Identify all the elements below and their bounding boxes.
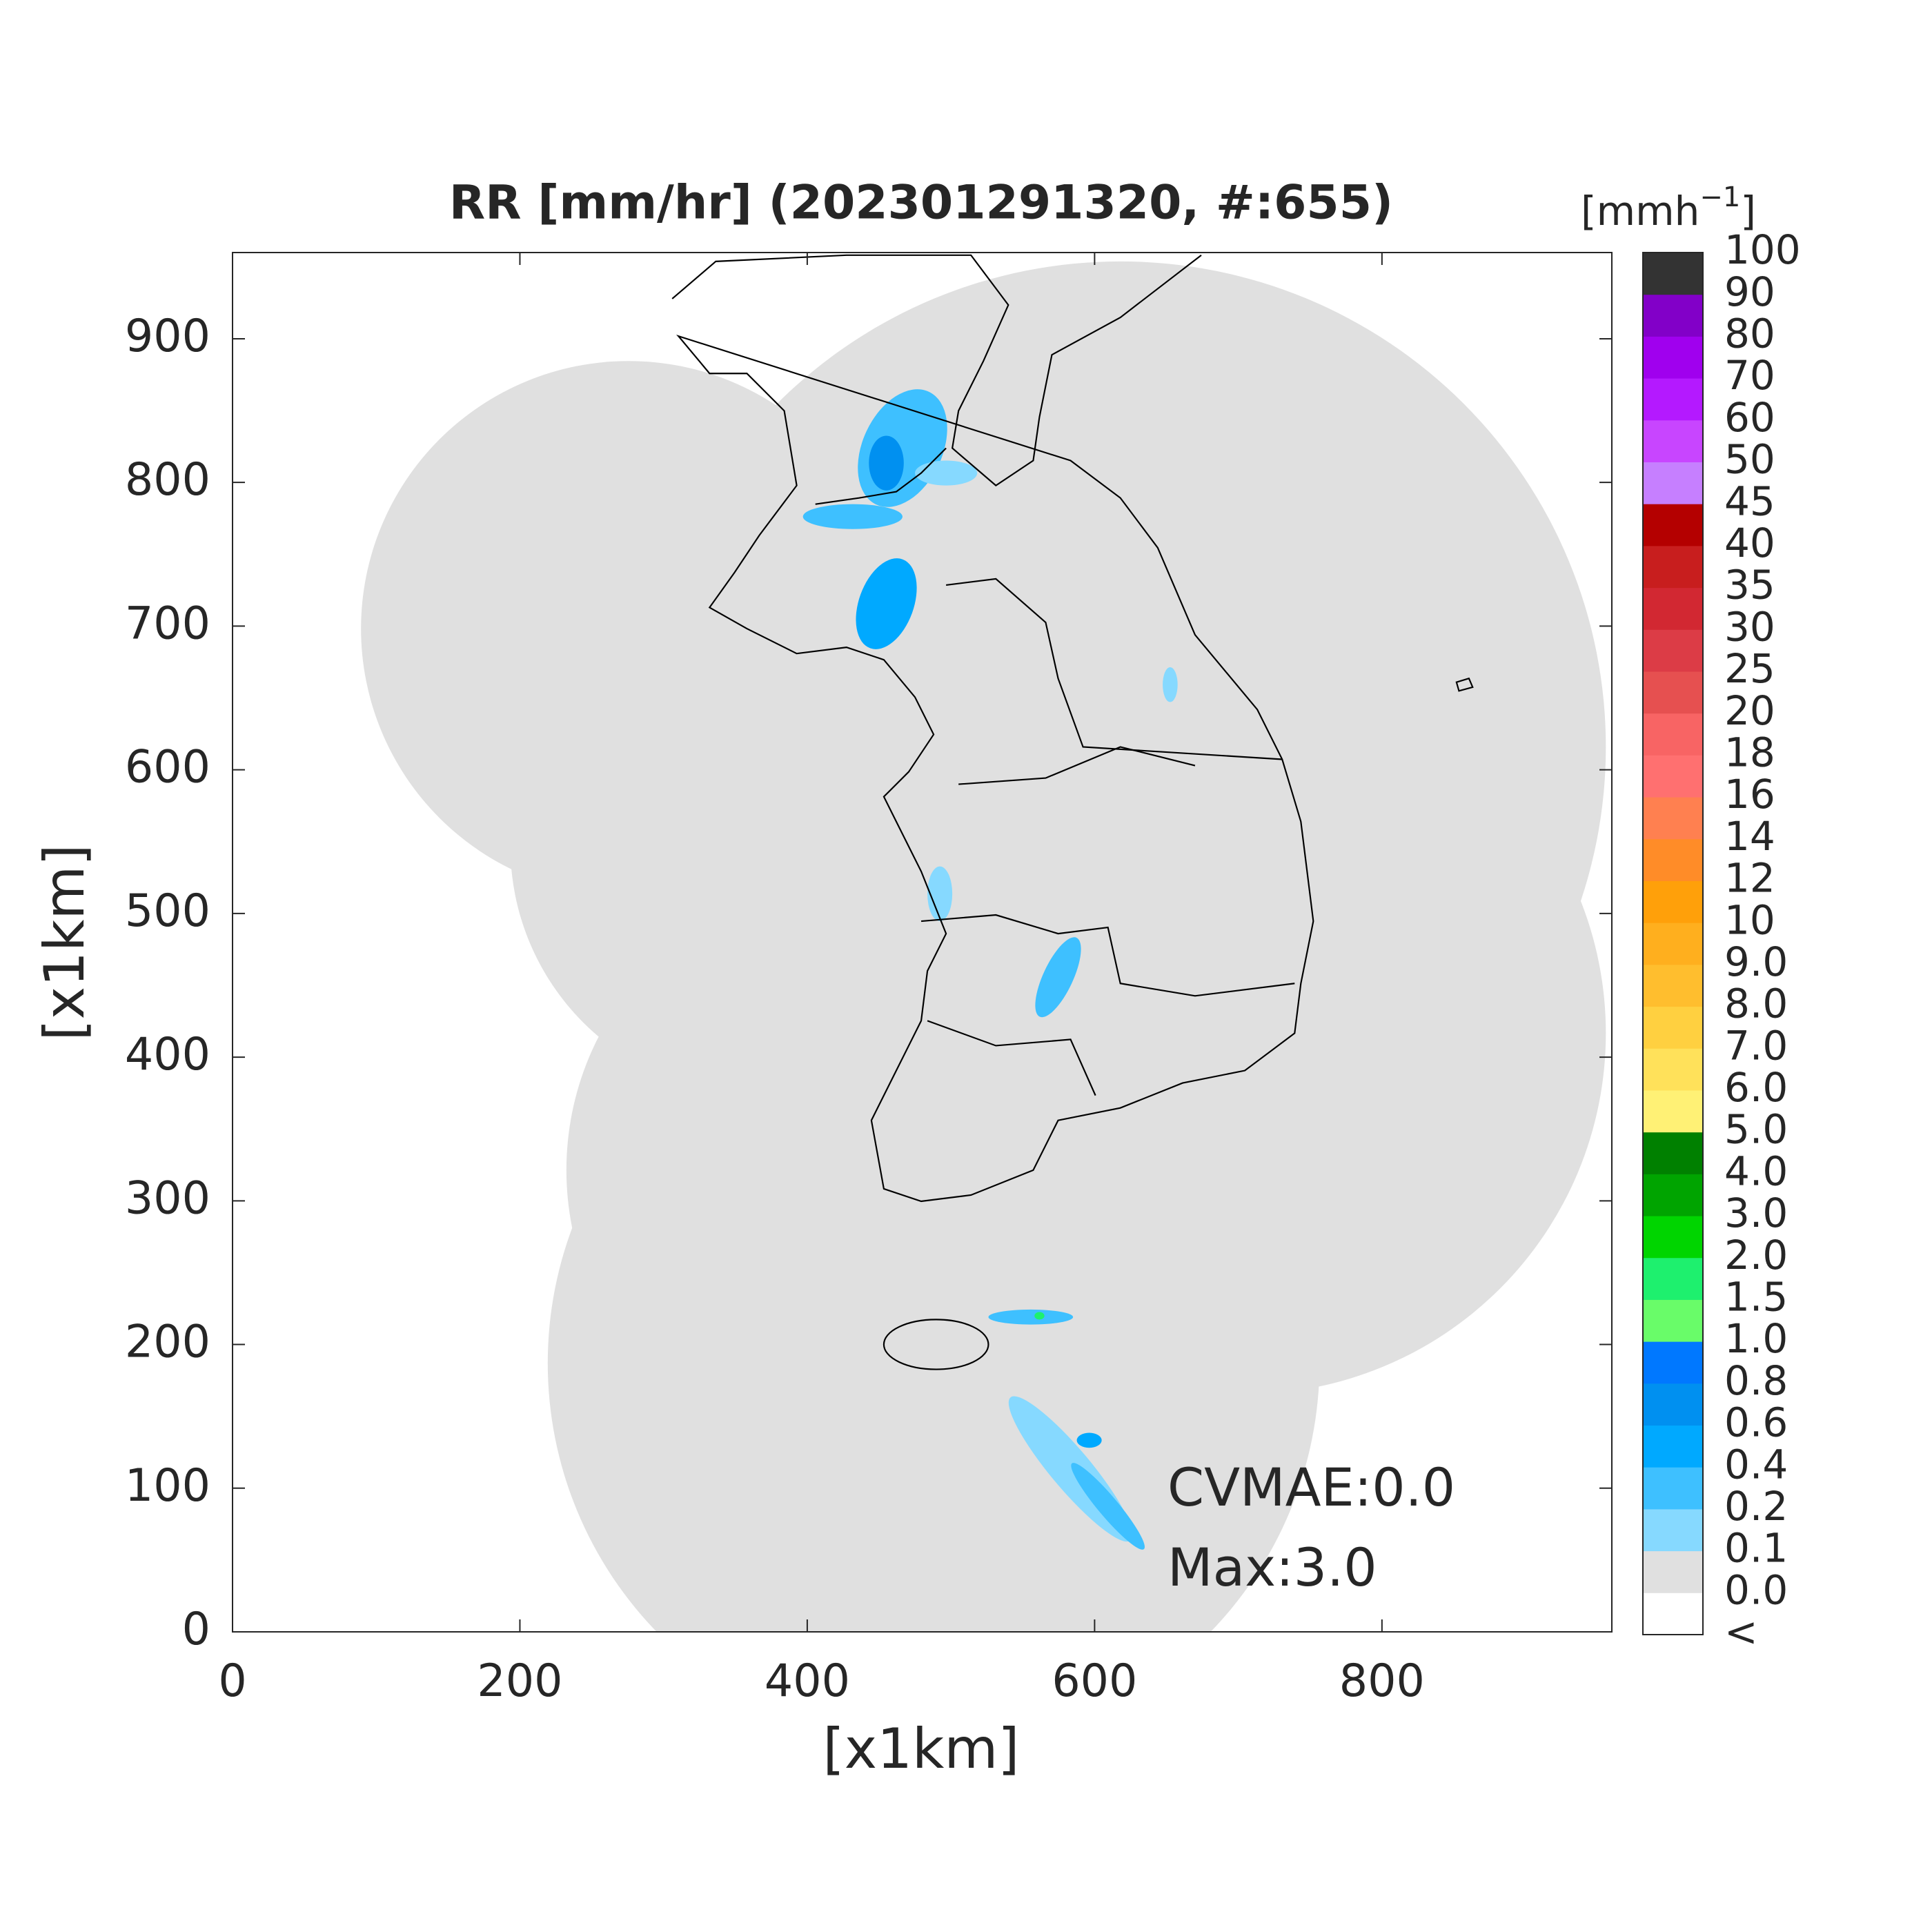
colorbar-segment [1643,336,1703,379]
colorbar-segment [1643,294,1703,337]
chart-title: RR [mm/hr] (202301291320, #:655) [449,176,1393,230]
x-tick-label: 800 [1339,1655,1425,1707]
colorbar-label: 1.5 [1724,1274,1788,1321]
colorbar-frame [1642,252,1704,1635]
plot-frame [232,252,1613,1633]
colorbar-segment [1643,1383,1703,1426]
y-tick-label: 300 [125,1172,210,1224]
colorbar-label: 70 [1724,352,1775,399]
colorbar-label: 20 [1724,687,1775,734]
colorbar-segment [1643,1132,1703,1174]
colorbar-segment [1643,1257,1703,1300]
y-tick-label: 200 [125,1317,210,1368]
colorbar-label: 0.0 [1724,1566,1788,1613]
colorbar-segment [1643,1216,1703,1259]
rain-echo [802,389,1178,1550]
colorbar-segment [1643,1299,1703,1342]
colorbar-label: 0.2 [1724,1483,1788,1530]
colorbar-label: 2.0 [1724,1232,1788,1279]
colorbar-segment [1643,1090,1703,1133]
x-axis-label: [x1km] [823,1717,1020,1781]
colorbar-segment [1643,1425,1703,1468]
colorbar-label: 100 [1724,226,1801,273]
colorbar-segment [1643,253,1703,295]
x-tick-label: 0 [218,1655,246,1707]
colorbar-label: 90 [1724,268,1775,315]
colorbar-label: 6.0 [1724,1064,1788,1111]
colorbar-segment [1643,880,1703,923]
colorbar-segment [1643,378,1703,421]
colorbar-label: 0.6 [1724,1399,1788,1446]
colorbar-label: 10 [1724,896,1775,943]
y-axis-label: [x1km] [32,845,97,1041]
y-tick-label: 600 [125,742,210,793]
colorbar-label: 14 [1724,813,1775,860]
unit-exponent: −1 [1699,181,1740,213]
colorbar-segment [1643,420,1703,462]
colorbar-label: 40 [1724,520,1775,566]
y-tick-label: 100 [125,1460,210,1512]
colorbar-label: 16 [1724,771,1775,818]
colorbar-label: 12 [1724,855,1775,902]
colorbar-label: 60 [1724,394,1775,441]
y-tick-label: 500 [125,885,210,937]
y-tick-label: 800 [125,454,210,506]
colorbar-segment [1643,1174,1703,1216]
colorbar-label: 35 [1724,562,1775,609]
colorbar-label: 50 [1724,436,1775,483]
colorbar-label: 1.0 [1724,1315,1788,1362]
colorbar-segment [1643,797,1703,840]
colorbar-label: 25 [1724,645,1775,692]
colorbar-segment [1643,1593,1703,1635]
colorbar-segment [1643,1006,1703,1049]
map-layer [361,254,1606,1633]
colorbar-segment [1643,1048,1703,1091]
y-tick-label: 700 [125,598,210,649]
colorbar-segment [1643,713,1703,756]
x-tick-label: 600 [1052,1655,1137,1707]
colorbar-label: 45 [1724,477,1775,524]
colorbar-label: < [1724,1608,1758,1655]
radar-coverage [361,261,1606,1633]
colorbar-label: 30 [1724,603,1775,650]
colorbar-label: 5.0 [1724,1106,1788,1153]
colorbar-label: 18 [1724,729,1775,776]
colorbar-label: 80 [1724,310,1775,357]
x-tick-label: 200 [477,1655,562,1707]
colorbar-label: 0.1 [1724,1525,1788,1572]
colorbar-segment [1643,462,1703,504]
colorbar-label: 9.0 [1724,938,1788,985]
colorbar-segment [1643,629,1703,672]
colorbar-segment [1643,755,1703,798]
colorbar-label: 3.0 [1724,1190,1788,1236]
colorbar-segment [1643,1341,1703,1384]
colorbar-label: 4.0 [1724,1147,1788,1194]
colorbar-segment [1643,1467,1703,1510]
unit-text: [mmh [1581,188,1699,235]
colorbar-label: 0.4 [1724,1441,1788,1488]
colorbar-segment [1643,964,1703,1007]
colorbar-segment [1643,1550,1703,1593]
x-tick-label: 400 [765,1655,850,1707]
colorbar-segment [1643,671,1703,714]
unit-text: ] [1740,188,1756,235]
y-tick-label: 900 [125,310,210,362]
annotation: Max:3.0 [1167,1537,1377,1598]
colorbar-label: 0.8 [1724,1357,1788,1404]
colorbar-segment [1643,545,1703,589]
y-tick-label: 0 [182,1604,210,1655]
colorbar-label: 8.0 [1724,980,1788,1027]
colorbar-segment [1643,923,1703,965]
colorbar-segment [1643,504,1703,546]
coastline [671,254,1474,1370]
y-tick-label: 400 [125,1029,210,1081]
colorbar-unit: [mmh−1] [1581,181,1756,235]
colorbar-segment [1643,587,1703,630]
colorbar-label: 7.0 [1724,1022,1788,1069]
colorbar-segment [1643,838,1703,881]
colorbar-segment [1643,1508,1703,1552]
annotation: CVMAE:0.0 [1167,1457,1455,1518]
